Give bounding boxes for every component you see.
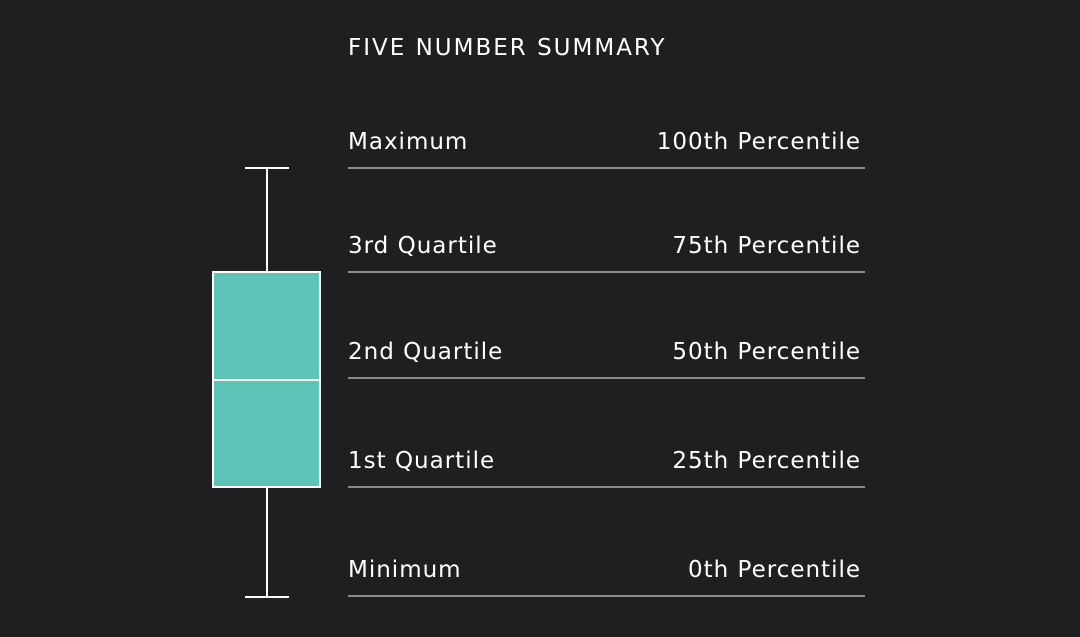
rows: Maximum 100th Percentile 3rd Quartile 75th …	[348, 129, 865, 597]
row-percentile: 100th Percentile	[657, 129, 861, 155]
title: FIVE NUMBER SUMMARY	[348, 35, 667, 61]
row-percentile: 50th Percentile	[672, 339, 861, 365]
row-label: 2nd Quartile	[348, 339, 503, 365]
box-plot	[212, 167, 321, 598]
row-label: Maximum	[348, 129, 468, 155]
row-percentile: 0th Percentile	[688, 557, 861, 583]
row-label: 1st Quartile	[348, 448, 495, 474]
row-percentile: 25th Percentile	[672, 448, 861, 474]
row-percentile: 75th Percentile	[672, 233, 861, 259]
row-label: Minimum	[348, 557, 462, 583]
row-label: 3rd Quartile	[348, 233, 498, 259]
